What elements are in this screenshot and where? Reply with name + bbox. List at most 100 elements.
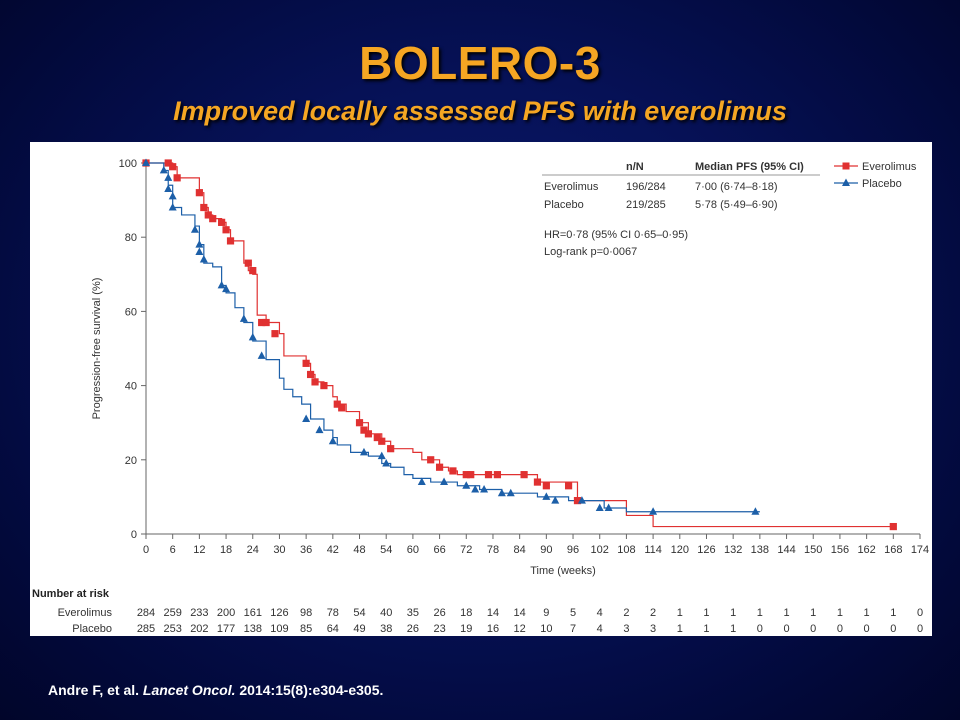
censor-mark-everolimus xyxy=(306,370,315,379)
censor-mark-everolimus xyxy=(542,482,550,490)
censor-mark-placebo xyxy=(359,447,368,456)
censor-mark-everolimus xyxy=(226,237,235,245)
x-tick-label: 174 xyxy=(911,544,929,556)
risk-value: 3 xyxy=(650,623,656,635)
censor-mark-placebo xyxy=(302,414,311,422)
risk-value: 126 xyxy=(270,607,288,619)
risk-value: 2 xyxy=(650,607,656,619)
risk-value: 1 xyxy=(757,607,763,619)
censor-mark-placebo xyxy=(222,284,231,293)
censor-mark-placebo xyxy=(164,184,173,192)
x-tick-label: 114 xyxy=(644,544,662,556)
censor-mark-everolimus xyxy=(338,404,346,412)
censor-mark-everolimus xyxy=(320,382,328,390)
risk-value: 4 xyxy=(597,607,603,619)
censor-mark-everolimus xyxy=(173,174,181,182)
censor-mark-everolimus xyxy=(195,189,203,197)
x-tick-label: 168 xyxy=(884,544,902,556)
censor-mark-placebo xyxy=(195,247,204,256)
risk-value: 1 xyxy=(730,607,736,619)
risk-row-name: Everolimus xyxy=(58,607,113,619)
censor-mark-placebo xyxy=(168,203,177,211)
risk-value: 16 xyxy=(487,623,499,635)
x-tick-label: 60 xyxy=(407,544,419,556)
x-tick-label: 0 xyxy=(143,544,149,556)
risk-value: 1 xyxy=(890,607,896,619)
risk-value: 23 xyxy=(433,623,445,635)
risk-value: 78 xyxy=(327,607,339,619)
risk-value: 26 xyxy=(433,607,445,619)
legend-label-placebo: Placebo xyxy=(862,178,902,190)
censor-mark-placebo xyxy=(199,254,208,263)
risk-value: 64 xyxy=(327,623,339,635)
censor-mark-placebo xyxy=(462,481,471,489)
risk-value: 284 xyxy=(137,607,155,619)
risk-value: 18 xyxy=(460,607,472,619)
censor-mark-placebo xyxy=(248,332,257,341)
chart-censor-marks xyxy=(142,158,897,531)
censor-mark-everolimus xyxy=(378,437,386,445)
chart-axes: 0 20 40 60 80 100 0 6 12 18 24 30 36 42 48 54 60 66 72 78 84… xyxy=(91,158,929,577)
x-tick-label: 126 xyxy=(697,544,715,556)
x-tick-label: 72 xyxy=(460,544,472,556)
y-tick-label: 80 xyxy=(125,232,137,244)
x-tick-label: 108 xyxy=(617,544,635,556)
risk-value: 5 xyxy=(570,607,576,619)
risk-value: 9 xyxy=(543,607,549,619)
censor-mark-everolimus xyxy=(889,522,897,531)
censor-mark-everolimus xyxy=(373,433,381,442)
risk-value: 1 xyxy=(783,607,789,619)
risk-value: 49 xyxy=(353,623,365,635)
censor-mark-placebo xyxy=(506,488,515,497)
risk-value: 259 xyxy=(164,607,182,619)
chart-legend: Everolimus Placebo xyxy=(834,161,917,190)
censor-mark-placebo xyxy=(315,425,324,434)
x-tick-label: 24 xyxy=(247,544,259,556)
citation-journal: Lancet Oncol. xyxy=(142,682,236,698)
risk-value: 1 xyxy=(677,623,683,635)
risk-value: 3 xyxy=(623,623,629,635)
stats-table: n/N Median PFS (95% CI) Everolimus 196/284 7… xyxy=(542,161,820,258)
censor-mark-placebo xyxy=(168,191,177,200)
stats-header-median: Median PFS (95% CI) xyxy=(695,161,804,173)
y-tick-label: 60 xyxy=(125,306,137,318)
y-tick-label: 20 xyxy=(125,455,137,467)
x-tick-label: 18 xyxy=(220,544,232,556)
censor-mark-everolimus xyxy=(271,330,279,338)
risk-value: 161 xyxy=(244,607,262,619)
risk-value: 1 xyxy=(810,607,816,619)
censor-mark-placebo xyxy=(417,477,426,486)
risk-value: 1 xyxy=(703,623,709,635)
censor-mark-everolimus xyxy=(218,218,226,226)
slide-subtitle: Improved locally assessed PFS with evero… xyxy=(173,96,787,126)
risk-value: 10 xyxy=(540,623,552,635)
risk-value: 200 xyxy=(217,607,235,619)
risk-table-title: Number at risk xyxy=(32,588,110,600)
x-tick-label: 42 xyxy=(327,544,339,556)
stats-row-name: Placebo xyxy=(544,199,584,211)
censor-mark-placebo xyxy=(595,503,604,512)
censor-mark-everolimus xyxy=(573,497,582,505)
censor-mark-placebo xyxy=(239,314,248,322)
censor-mark-everolimus xyxy=(200,203,208,212)
risk-value: 1 xyxy=(730,623,736,635)
x-tick-label: 150 xyxy=(804,544,822,556)
legend-marker-placebo xyxy=(842,178,850,186)
censor-mark-everolimus xyxy=(520,471,528,479)
risk-value: 0 xyxy=(917,607,923,619)
risk-value: 0 xyxy=(890,623,896,635)
risk-value: 35 xyxy=(407,607,419,619)
x-axis-label: Time (weeks) xyxy=(530,565,596,577)
censor-mark-everolimus xyxy=(244,259,252,267)
censor-mark-everolimus xyxy=(204,211,212,219)
risk-value: 38 xyxy=(380,623,392,635)
censor-mark-everolimus xyxy=(262,318,270,327)
risk-value: 1 xyxy=(837,607,843,619)
stats-logrank: Log-rank p=0·0067 xyxy=(544,246,637,258)
risk-value: 26 xyxy=(407,623,419,635)
x-tick-label: 30 xyxy=(273,544,285,556)
censor-mark-placebo xyxy=(159,165,168,174)
censor-mark-placebo xyxy=(471,484,480,493)
y-tick-label: 40 xyxy=(125,381,137,393)
